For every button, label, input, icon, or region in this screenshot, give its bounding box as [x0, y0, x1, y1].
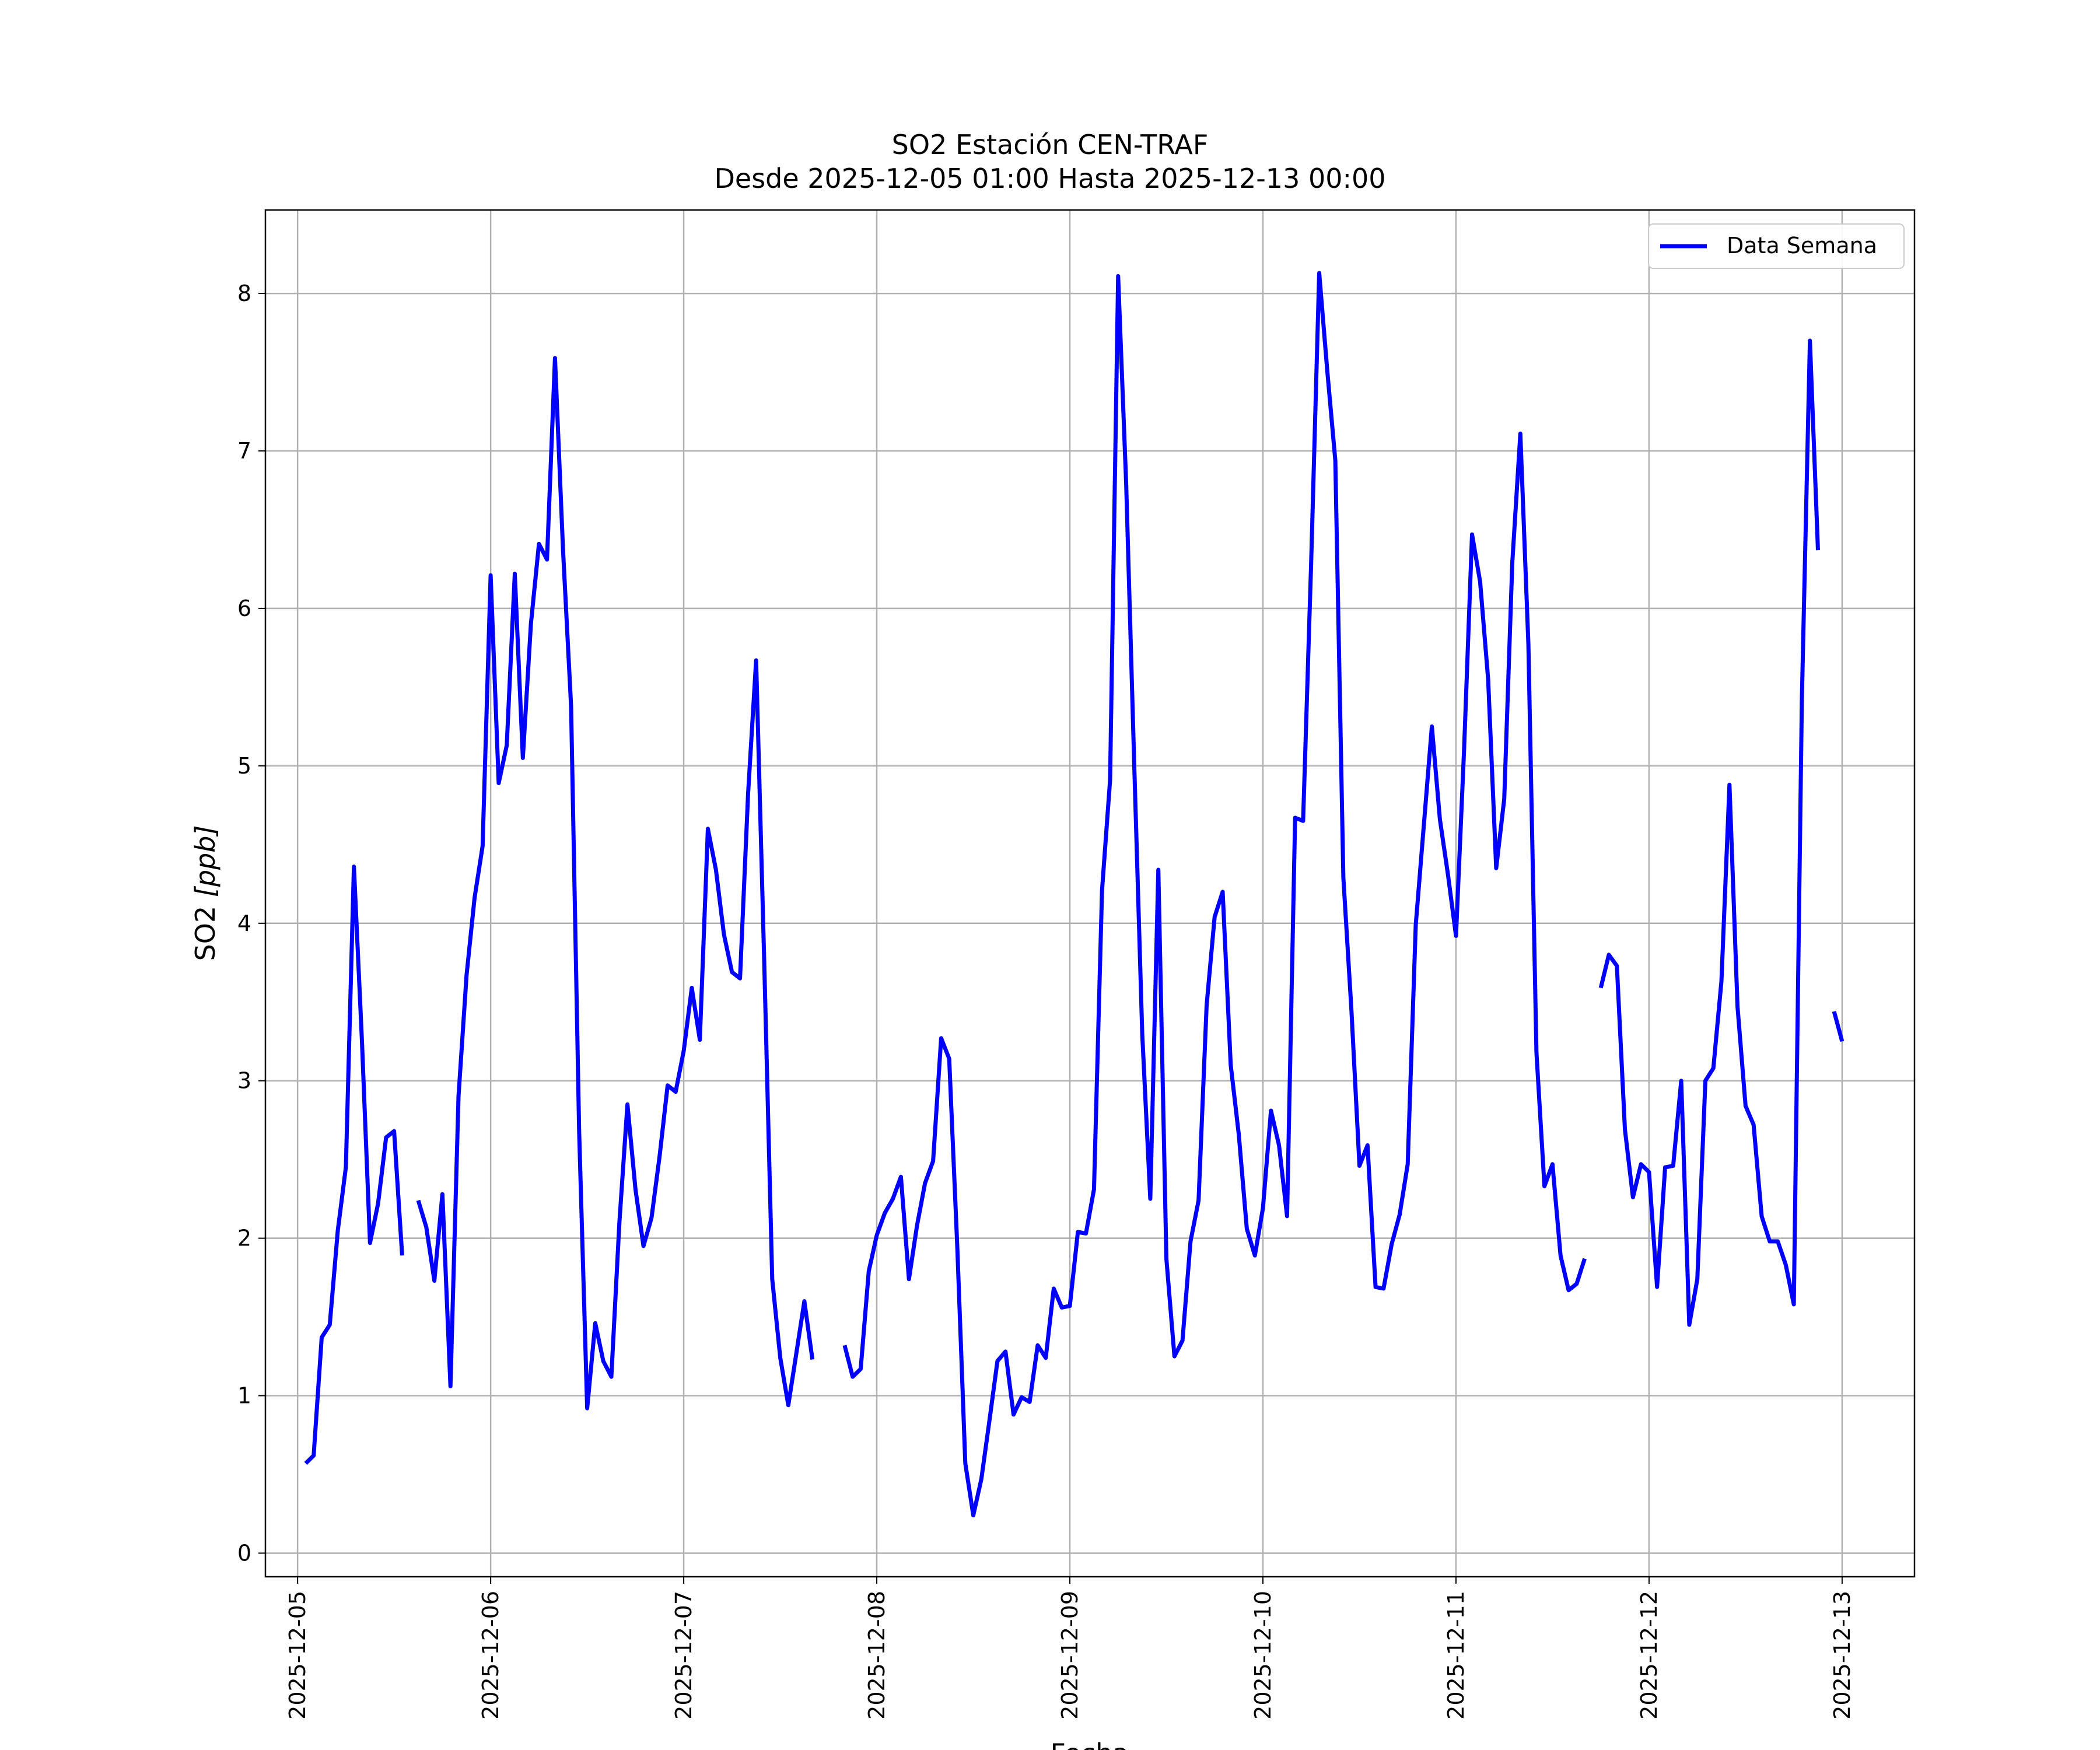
x-tick-label: 2025-12-12 — [1636, 1591, 1662, 1720]
x-tick-label: 2025-12-06 — [478, 1591, 503, 1720]
chart-subtitle: Desde 2025-12-05 01:00 Hasta 2025-12-13 … — [714, 163, 1385, 194]
y-axis-label-unit: [ppb] — [190, 825, 221, 898]
y-tick-label: 8 — [237, 281, 251, 306]
x-tick-label: 2025-12-11 — [1443, 1591, 1469, 1720]
series-lines — [304, 271, 1845, 1518]
grid-lines — [265, 210, 1915, 1577]
legend-box — [1648, 223, 1905, 269]
x-tick-label: 2025-12-08 — [864, 1591, 890, 1720]
y-tick-label: 2 — [237, 1226, 251, 1251]
y-axis-label: SO2 [ppb] — [190, 825, 221, 961]
y-tick-label: 4 — [237, 911, 251, 936]
y-tick-label: 0 — [237, 1541, 251, 1566]
chart-title: SO2 Estación CEN-TRAF — [892, 129, 1209, 160]
y-axis-label-main: SO2 — [190, 897, 221, 961]
y-tick-label: 7 — [237, 438, 251, 464]
x-tick-label: 2025-12-05 — [285, 1591, 310, 1720]
legend-label: Data Semana — [1727, 233, 1877, 258]
plot-frame — [264, 209, 1916, 1578]
x-axis-label: Fecha — [1051, 1738, 1129, 1750]
y-tick-label: 3 — [237, 1068, 251, 1094]
x-tick-label: 2025-12-07 — [671, 1591, 696, 1720]
series-line — [304, 271, 1845, 1518]
axis-ticks: 2025-12-05 2025-12-06 2025-12-07 2025-12-08… — [237, 281, 1855, 1720]
x-tick-label: 2025-12-10 — [1250, 1591, 1276, 1720]
x-tick-label: 2025-12-13 — [1829, 1591, 1855, 1720]
y-tick-label: 6 — [237, 596, 251, 621]
x-tick-label: 2025-12-09 — [1057, 1591, 1083, 1720]
y-tick-label: 1 — [237, 1383, 251, 1409]
y-tick-label: 5 — [237, 753, 251, 779]
legend: Data Semana — [1648, 223, 1905, 269]
